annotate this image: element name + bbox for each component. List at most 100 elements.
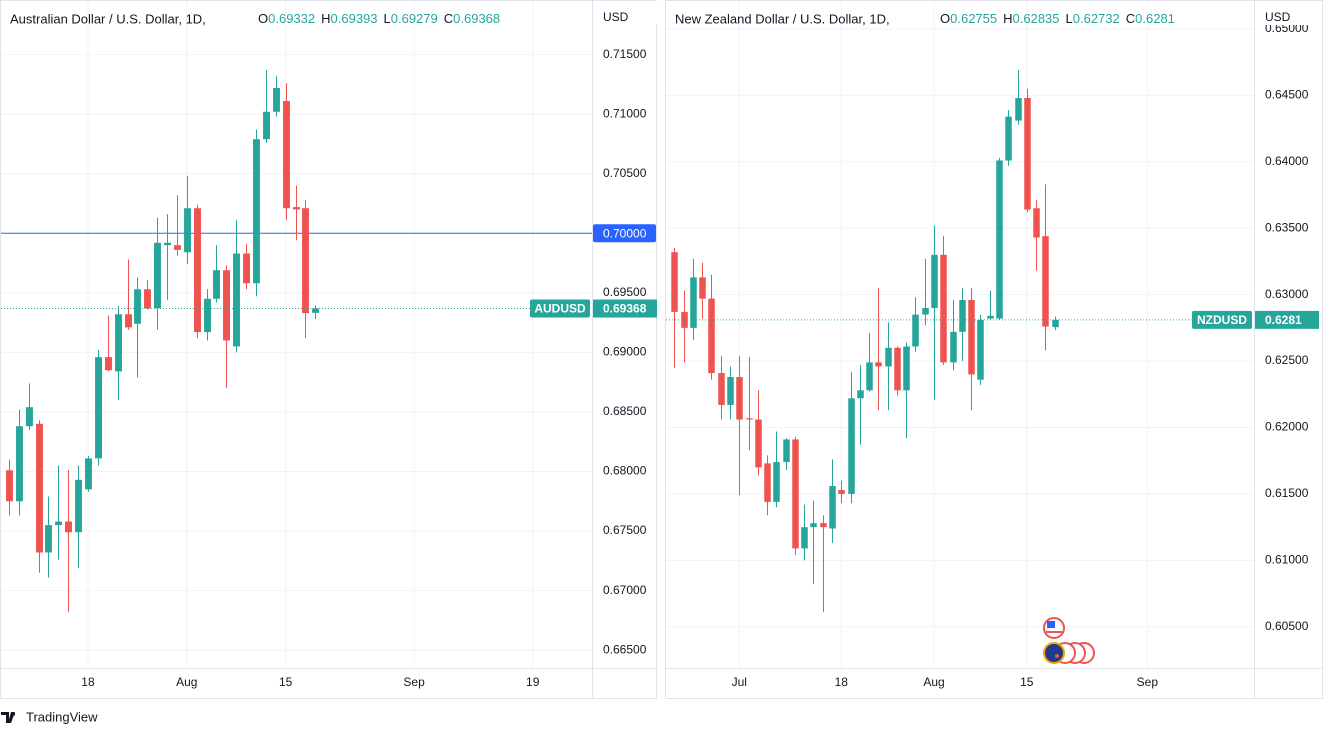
y-tick-label: 0.61000: [1265, 553, 1309, 567]
candle-body: [857, 390, 864, 399]
panel-border: [665, 0, 1323, 699]
candle-body: [690, 277, 697, 328]
candle-body: [223, 270, 230, 341]
plot: 0.71500 0.71000 0.70500 0.69500 0.69000 0.685…: [1, 1, 659, 689]
nz-flag-icon: [1043, 642, 1065, 664]
ohlc-letter: L: [384, 11, 391, 26]
candle-body: [243, 253, 250, 284]
ohlc-value: 0.69393: [331, 11, 378, 26]
last-price-label-bg: [593, 299, 657, 318]
x-tick-label: 18: [81, 675, 95, 689]
symbol-label: AUDUSD: [534, 302, 586, 316]
candle-body: [55, 521, 62, 526]
ohlc-value: 0.62835: [1013, 11, 1060, 26]
y-tick-label: 0.64500: [1265, 88, 1309, 102]
panel-border: [0, 0, 657, 699]
candle-body: [293, 207, 300, 210]
ohlc-legend: O0.69332 H0.69393 L0.69279 C0.69368: [258, 11, 500, 26]
candle-body: [894, 347, 901, 391]
y-tick-label: 0.70500: [603, 166, 647, 180]
x-tick-label: 15: [279, 675, 293, 689]
candle-body: [125, 314, 132, 328]
candle-body: [792, 439, 799, 549]
plot: 0.650000.645000.640000.635000.630000.625…: [666, 1, 1321, 689]
x-tick-label: Sep: [1137, 675, 1159, 689]
candle-body: [755, 419, 762, 468]
ohlc-value: 0.69332: [268, 11, 315, 26]
candle-body: [671, 252, 678, 312]
candle-body: [829, 485, 836, 529]
candle-body: [75, 479, 82, 533]
candle-body: [996, 160, 1003, 319]
hline-label: 0.70000: [603, 226, 647, 240]
candle-body: [931, 254, 938, 308]
candle-body: [204, 298, 211, 333]
candle-body: [736, 377, 743, 420]
candle-body: [134, 289, 141, 324]
candle-body: [885, 347, 892, 367]
candle-body: [164, 242, 171, 246]
last-price-label: 0.6281: [1265, 313, 1302, 327]
candle-body: [194, 208, 201, 333]
candle-body: [115, 314, 122, 372]
candle-body: [302, 208, 309, 314]
y-tick-label: 0.63000: [1265, 287, 1309, 301]
ohlc-letter: O: [940, 11, 950, 26]
candle-body: [903, 346, 910, 391]
candle-body: [987, 315, 994, 319]
candle-body: [940, 254, 947, 363]
candle-body: [213, 270, 220, 299]
candle-body: [1042, 236, 1049, 327]
candle-body: [36, 423, 43, 553]
candle-body: [273, 87, 280, 112]
y-tick-label: 0.71500: [603, 47, 647, 61]
chart-title: New Zealand Dollar / U.S. Dollar, 1D,: [675, 11, 890, 26]
candle-body: [968, 299, 975, 375]
candle-body: [746, 418, 753, 420]
hline-label-bg: [593, 224, 656, 243]
candle-body: [977, 319, 984, 380]
symbol-label: NZDUSD: [1197, 313, 1247, 327]
currency-label: USD: [603, 10, 629, 24]
candle-body: [718, 373, 725, 405]
candle-body: [1005, 116, 1012, 161]
brand-logo: TradingView: [1, 709, 98, 724]
candle-body: [263, 111, 270, 140]
chart-layer: 0.71500 0.71000 0.70500 0.69500 0.69000 0.685…: [1, 1, 1321, 689]
y-tick-label: 0.69500: [603, 285, 647, 299]
candle-body: [783, 439, 790, 463]
ohlc-value: 0.62755: [950, 11, 997, 26]
candle-body: [838, 489, 845, 494]
candle-body: [1015, 97, 1022, 121]
candle-body: [174, 245, 181, 250]
chart-title: Australian Dollar / U.S. Dollar, 1D,: [10, 11, 206, 26]
ohlc-value: 0.6281: [1135, 11, 1175, 26]
x-tick-label: Aug: [176, 675, 197, 689]
ohlc-letter: C: [444, 11, 453, 26]
candle-body: [912, 314, 919, 347]
y-tick-label: 0.68000: [603, 464, 647, 478]
currency-label: USD: [1265, 10, 1291, 24]
brand-name: TradingView: [26, 709, 98, 724]
candle-body: [233, 253, 240, 347]
ohlc-value: 0.69368: [453, 11, 500, 26]
candle-body: [866, 362, 873, 391]
axis-header-bg: [593, 1, 659, 25]
candle-body: [26, 407, 33, 427]
candle-body: [727, 377, 734, 405]
candle-body: [810, 523, 817, 528]
x-tick-label: Aug: [923, 675, 944, 689]
y-tick-label: 0.62500: [1265, 353, 1309, 367]
y-tick-label: 0.67500: [603, 523, 647, 537]
logo-mark: [11, 712, 15, 716]
y-tick-label: 0.60500: [1265, 619, 1309, 633]
candle-body: [764, 463, 771, 502]
candle-body: [848, 398, 855, 494]
candle-body: [699, 277, 706, 299]
nz-flag-icon: [1055, 654, 1059, 658]
ohlc-letter: C: [1126, 11, 1135, 26]
candle-body: [312, 308, 319, 313]
candle-body: [184, 208, 191, 253]
